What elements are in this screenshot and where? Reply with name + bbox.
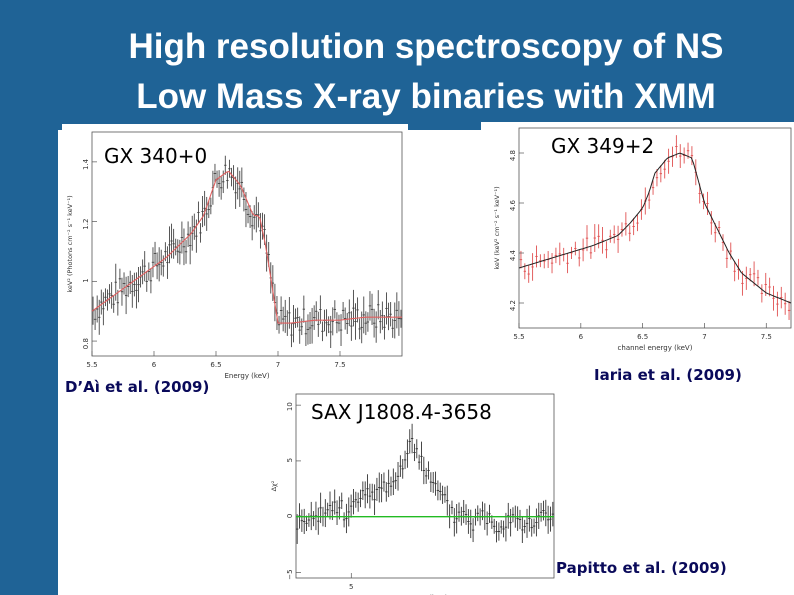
- x-tick-label: 7: [702, 333, 706, 341]
- plot-frame: [518, 127, 792, 329]
- title-line-2: Low Mass X-ray binaries with XMM: [136, 77, 716, 116]
- x-tick-label: 6.5: [637, 333, 648, 341]
- plot-background: [62, 124, 408, 384]
- plot-background: [270, 380, 560, 595]
- y-tick-label: 4.4: [509, 249, 517, 261]
- y-axis-label: Δχ²: [270, 480, 278, 491]
- x-axis-label: channel energy (keV): [618, 344, 693, 352]
- x-tick-label: 6.5: [210, 361, 221, 369]
- gx349-spectrum-plot: 5.5 6 6.5 7 7.5 4.2 4.4 4.6 4.8 channel energy (k…: [481, 122, 794, 362]
- slide-title: High resolution spectroscopy of NS Low M…: [58, 22, 794, 122]
- title-line-1: High resolution spectroscopy of NS: [128, 27, 724, 66]
- x-tick-label: 7.5: [761, 333, 772, 341]
- y-tick-label: 10: [286, 402, 294, 411]
- y-tick-label: 4.8: [509, 150, 517, 161]
- plot-frame: [295, 393, 555, 579]
- title-banner: [58, 0, 794, 130]
- plot-background: [481, 122, 794, 362]
- x-tick-label: 6: [152, 361, 157, 369]
- x-tick-label: 7.5: [334, 361, 345, 369]
- left-accent-bar: [0, 0, 58, 595]
- gx340-label: GX 340+0: [104, 144, 208, 168]
- x-axis-label: Energy (keV): [224, 372, 269, 380]
- x-tick-label: 6: [579, 333, 584, 341]
- y-tick-label: −5: [286, 569, 294, 579]
- x-tick-label: 7: [276, 361, 280, 369]
- saxj1808-residuals-plot: 5−50510Energy (keV)Δχ²: [270, 380, 560, 595]
- y-tick-label: 1: [82, 278, 90, 282]
- y-tick-label: 0: [286, 514, 294, 518]
- x-tick-label: 5.5: [86, 361, 97, 369]
- model-line: [91, 170, 402, 324]
- gx340-spectrum-plot: 5.5 6 6.5 7 7.5 0.8 1 1.2 1.4 Energy (keV) keV² (P…: [62, 124, 408, 384]
- y-tick-label: 0.8: [82, 338, 90, 349]
- gx349-label: GX 349+2: [551, 134, 655, 158]
- gx349-reference: Iaria et al. (2009): [594, 366, 742, 384]
- saxj1808-label: SAX J1808.4-3658: [311, 400, 492, 424]
- y-tick-label: 5: [286, 458, 294, 462]
- y-tick-label: 4.2: [509, 300, 517, 311]
- model-line: [518, 152, 792, 304]
- y-tick-label: 4.6: [509, 199, 517, 211]
- y-tick-label: 1.2: [82, 219, 90, 230]
- gx340-reference: D’Aì et al. (2009): [65, 378, 210, 396]
- y-tick-label: 1.4: [82, 158, 90, 170]
- y-axis-label: keV (keV² cm⁻² s⁻¹ keV⁻¹): [493, 186, 501, 269]
- saxj1808-reference: Papitto et al. (2009): [556, 559, 727, 577]
- y-axis-label: keV² (Photons cm⁻² s⁻¹ keV⁻¹): [66, 195, 74, 292]
- plot-frame: [91, 131, 403, 357]
- x-tick-label: 5: [349, 583, 353, 591]
- x-tick-label: 5.5: [513, 333, 524, 341]
